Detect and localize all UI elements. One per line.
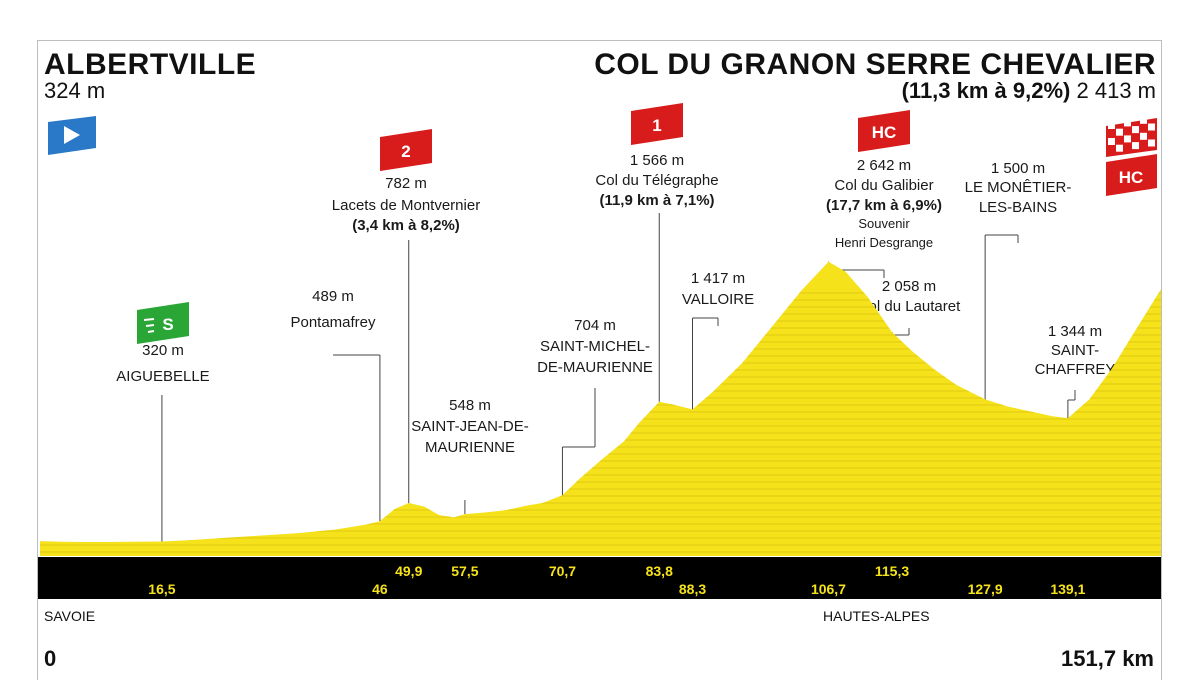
distance-start: 0 (44, 646, 57, 671)
waypoint-note: Souvenir (858, 216, 910, 231)
finish-info: (11,3 km à 9,2%) 2 413 m (902, 78, 1156, 104)
waypoint-climb: (11,9 km à 7,1%) (599, 192, 714, 209)
waypoint-altitude: 704 m (574, 317, 616, 334)
km-label: 139,1 (1050, 581, 1085, 597)
climb-category-badge: 2 (380, 129, 432, 171)
waypoint-altitude: 2 058 m (882, 278, 936, 295)
waypoint-name: Col du Galibier (834, 177, 933, 194)
waypoint-name: DE-MAURIENNE (537, 359, 653, 376)
waypoint-name: AIGUEBELLE (116, 368, 209, 385)
waypoint: 1 417 m VALLOIRE (682, 270, 754, 556)
finish-badge-label: HC (1119, 168, 1144, 187)
waypoint-altitude: 2 642 m (857, 157, 911, 174)
waypoint-name: Lacets de Montvernier (332, 197, 480, 214)
waypoint-altitude: 489 m (312, 288, 354, 305)
waypoint-name: VALLOIRE (682, 291, 754, 308)
climb-category-badge: HC (858, 110, 910, 152)
checker-square (1124, 135, 1131, 143)
checker-square (1140, 132, 1147, 140)
waypoint-note: Henri Desgrange (835, 235, 933, 250)
checker-square (1148, 139, 1155, 147)
km-label: 57,5 (451, 563, 478, 579)
km-label: 88,3 (679, 581, 706, 597)
waypoint-name: LE MONÊTIER- (965, 179, 1072, 196)
waypoint: 1 344 m SAINT- CHAFFREY (1035, 323, 1116, 556)
badge-label: 1 (652, 116, 661, 135)
waypoint-altitude: 1 344 m (1048, 323, 1102, 340)
checker-square (1108, 122, 1115, 129)
finish-checkered-flag-icon (1106, 116, 1157, 157)
km-label: 127,9 (968, 581, 1003, 597)
finish-hc-badge: HC (1106, 154, 1157, 196)
region-right: HAUTES-ALPES (823, 608, 930, 624)
km-label: 83,8 (646, 563, 673, 579)
badge-label: 2 (401, 142, 410, 161)
waypoint-name: SAINT-JEAN-DE- (411, 418, 529, 435)
waypoint: 2 642 m Col du Galibier (17,7 km à 6,9%) So… (826, 110, 942, 556)
finish-town: COL DU GRANON SERRE CHEVALIER (594, 48, 1156, 81)
waypoint-name: SAINT-MICHEL- (540, 338, 650, 355)
waypoint-altitude: 1 566 m (630, 152, 684, 169)
checker-square (1116, 144, 1123, 152)
km-label: 115,3 (875, 563, 909, 579)
km-label: 106,7 (811, 581, 846, 597)
checker-square (1124, 119, 1131, 127)
profile-area (40, 261, 1161, 556)
km-label: 70,7 (549, 563, 576, 579)
waypoint-name: SAINT- (1051, 342, 1099, 359)
finish-altitude: 2 413 m (1076, 78, 1157, 103)
waypoint: 320 m AIGUEBELLE S (116, 302, 210, 556)
km-label: 16,5 (148, 581, 175, 597)
waypoint: 489 m Pontamafrey (290, 288, 381, 556)
waypoint-altitude: 1 417 m (691, 270, 745, 287)
start-flag-icon (48, 116, 96, 155)
waypoint-altitude: 548 m (449, 397, 491, 414)
chart-frame (37, 40, 1162, 680)
distance-end: 151,7 km (1061, 646, 1154, 671)
waypoint-name: Col du Télégraphe (595, 172, 718, 189)
km-label: 49,9 (395, 563, 422, 579)
waypoint-climb: (3,4 km à 8,2%) (352, 217, 460, 234)
waypoint: 782 m Lacets de Montvernier (3,4 km à 8,2%… (332, 129, 480, 556)
checker-square (1140, 116, 1147, 124)
finish-climb: (11,3 km à 9,2%) (901, 78, 1071, 103)
checker-square (1108, 138, 1115, 145)
waypoint-name: Pontamafrey (290, 314, 376, 331)
start-altitude: 324 m (44, 78, 106, 103)
waypoint-name: MAURIENNE (425, 439, 515, 456)
waypoint-altitude: 782 m (385, 175, 427, 192)
waypoint: 548 m SAINT-JEAN-DE- MAURIENNE (411, 397, 529, 556)
waypoint-name: Col du Lautaret (858, 298, 961, 315)
waypoint-altitude: 1 500 m (991, 160, 1045, 177)
badge-label: HC (872, 123, 897, 142)
climb-category-badge: 1 (631, 103, 683, 145)
region-left: SAVOIE (44, 608, 96, 624)
badge-label: S (162, 315, 173, 334)
waypoint-name: LES-BAINS (979, 199, 1057, 216)
start-town: ALBERTVILLE (44, 48, 257, 81)
waypoint-name: CHAFFREY (1035, 361, 1116, 378)
checker-square (1116, 128, 1123, 136)
waypoint: 1 500 m LE MONÊTIER- LES-BAINS (965, 160, 1072, 556)
checker-square (1148, 123, 1155, 131)
km-label: 46 (372, 581, 388, 597)
waypoint-altitude: 320 m (142, 342, 184, 359)
waypoint: 1 566 m Col du Télégraphe (11,9 km à 7,1%)… (595, 103, 719, 556)
waypoint-climb: (17,7 km à 6,9%) (826, 197, 942, 214)
checker-square (1132, 142, 1139, 150)
checker-square (1132, 126, 1139, 134)
km-bar (38, 557, 1161, 599)
sprint-badge: S (137, 302, 189, 344)
